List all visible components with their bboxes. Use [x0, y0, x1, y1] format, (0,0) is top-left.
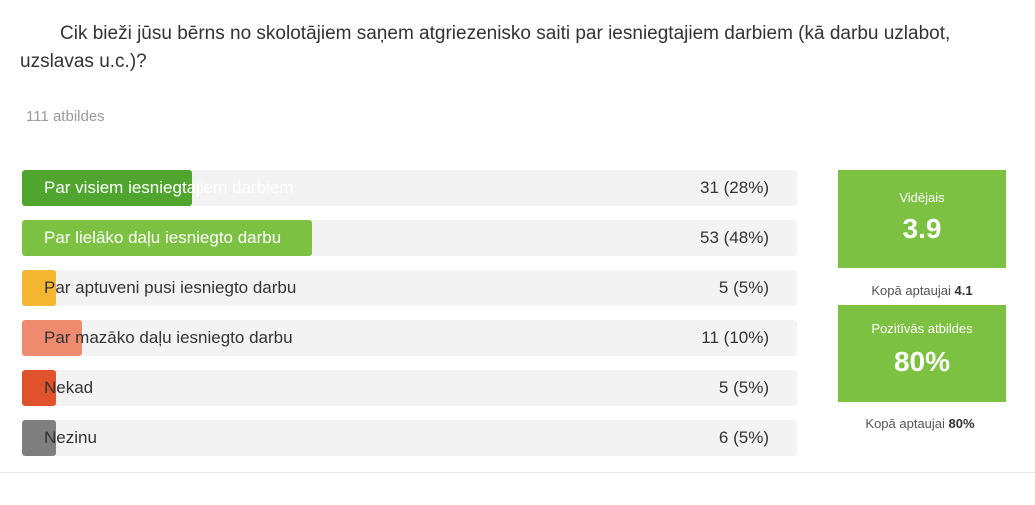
answer-label: Nezinu — [44, 428, 97, 447]
answer-row: Par aptuveni pusi iesniegto darbu 5 (5%) — [22, 270, 797, 306]
positive-total-label: Kopā aptaujai — [865, 416, 945, 431]
answer-bar — [22, 320, 83, 356]
average-panel: Vidējais 3.9 — [838, 170, 1006, 268]
answer-value: 53 (48%) — [700, 228, 769, 247]
answer-value: 11 (10%) — [701, 328, 769, 347]
answer-label: Par mazāko daļu iesniegto darbu — [44, 328, 293, 347]
answer-value: 6 (5%) — [718, 428, 769, 447]
average-total-value: 4.1 — [954, 283, 973, 298]
answer-label: Par aptuveni pusi iesniegto darbu — [44, 278, 297, 297]
answer-bar — [22, 170, 192, 206]
answer-value: 5 (5%) — [718, 378, 769, 397]
answer-row: Par lielāko daļu iesniegto darbu 53 (48%… — [22, 220, 797, 256]
answer-bars: Par visiem iesniegtajiem darbiem 31 (28%… — [22, 170, 797, 470]
positive-total-value: 80% — [948, 416, 975, 431]
average-total-note: Kopā aptaujai 4.1 — [827, 283, 1017, 298]
positive-title: Pozitīvās atbildes — [871, 321, 973, 336]
positive-total-note: Kopā aptaujai 80% — [825, 416, 1015, 431]
answer-bar — [22, 420, 56, 456]
average-title: Vidējais — [899, 190, 945, 205]
answer-value: 31 (28%) — [700, 178, 769, 197]
answer-row: Nezinu 6 (5%) — [22, 420, 797, 456]
answer-row: Par visiem iesniegtajiem darbiem 31 (28%… — [22, 170, 797, 206]
positive-value: 80% — [893, 346, 951, 377]
answer-label: Par visiem iesniegtajiem darbiem — [44, 178, 294, 197]
average-total-label: Kopā aptaujai — [871, 283, 951, 298]
answer-label: Par lielāko daļu iesniegto darbu — [44, 228, 282, 247]
positive-panel: Pozitīvās atbildes 80% — [838, 305, 1006, 402]
question-text: Cik bieži jūsu bērns no skolotājiem saņe… — [20, 23, 951, 72]
divider — [0, 472, 1035, 473]
answer-bar — [22, 270, 56, 306]
answer-value: 5 (5%) — [718, 278, 769, 297]
answer-row: Nekad 5 (5%) — [22, 370, 797, 406]
answer-row: Par mazāko daļu iesniegto darbu 11 (10%) — [22, 320, 797, 356]
answer-bar — [22, 370, 56, 406]
average-value: 3.9 — [902, 213, 942, 244]
answer-label: Nekad — [44, 378, 94, 397]
answer-bar — [22, 220, 313, 256]
responses-count: 111 atbildes — [26, 108, 105, 125]
